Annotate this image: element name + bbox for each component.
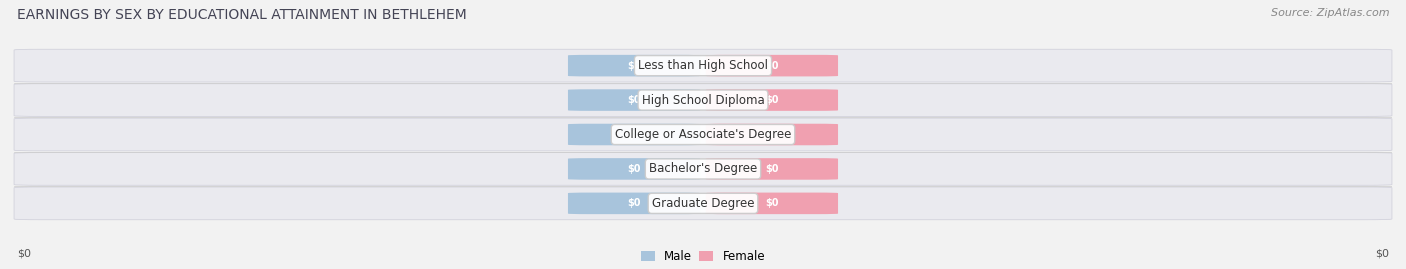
- Text: High School Diploma: High School Diploma: [641, 94, 765, 107]
- FancyBboxPatch shape: [14, 49, 1392, 82]
- Text: Bachelor's Degree: Bachelor's Degree: [650, 162, 756, 175]
- Text: Less than High School: Less than High School: [638, 59, 768, 72]
- Text: Graduate Degree: Graduate Degree: [652, 197, 754, 210]
- FancyBboxPatch shape: [568, 89, 700, 111]
- FancyBboxPatch shape: [14, 84, 1392, 116]
- FancyBboxPatch shape: [14, 187, 1392, 220]
- Text: Source: ZipAtlas.com: Source: ZipAtlas.com: [1271, 8, 1389, 18]
- Legend: Male, Female: Male, Female: [641, 250, 765, 263]
- FancyBboxPatch shape: [706, 193, 838, 214]
- Text: $0: $0: [627, 129, 641, 140]
- Text: College or Associate's Degree: College or Associate's Degree: [614, 128, 792, 141]
- Text: $0: $0: [1375, 248, 1389, 258]
- Text: $0: $0: [627, 95, 641, 105]
- FancyBboxPatch shape: [14, 118, 1392, 151]
- Text: $0: $0: [765, 164, 779, 174]
- FancyBboxPatch shape: [706, 124, 838, 145]
- FancyBboxPatch shape: [706, 89, 838, 111]
- FancyBboxPatch shape: [568, 55, 700, 76]
- Text: $0: $0: [765, 61, 779, 71]
- FancyBboxPatch shape: [14, 153, 1392, 185]
- FancyBboxPatch shape: [568, 158, 700, 180]
- Text: $0: $0: [17, 248, 31, 258]
- Text: $0: $0: [765, 198, 779, 208]
- FancyBboxPatch shape: [568, 193, 700, 214]
- Text: $0: $0: [627, 164, 641, 174]
- FancyBboxPatch shape: [568, 124, 700, 145]
- Text: $0: $0: [765, 129, 779, 140]
- Text: $0: $0: [627, 198, 641, 208]
- Text: $0: $0: [765, 95, 779, 105]
- FancyBboxPatch shape: [706, 55, 838, 76]
- Text: $0: $0: [627, 61, 641, 71]
- FancyBboxPatch shape: [706, 158, 838, 180]
- Text: EARNINGS BY SEX BY EDUCATIONAL ATTAINMENT IN BETHLEHEM: EARNINGS BY SEX BY EDUCATIONAL ATTAINMEN…: [17, 8, 467, 22]
